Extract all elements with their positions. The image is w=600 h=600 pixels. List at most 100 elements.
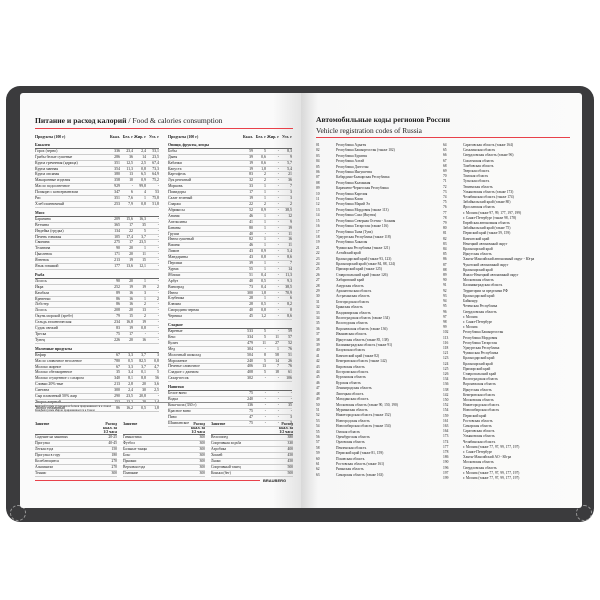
table-header: Продукты (100 г) Ккал. Бел. г Жир. г Угл. г [168,135,292,140]
activity-name: Аэробика [211,447,227,451]
table-row: Треска 75 17 - - [35,332,159,338]
region-code-row: 138 Иркутская область [443,388,571,393]
cell-value: 35 [116,370,120,375]
region-name: Красноярский край [463,247,493,252]
region-name: Краснодарский край (также 93, 123) [336,256,392,261]
cell-name: Ветчина [35,222,49,227]
region-code: 50 [316,402,320,407]
cell-value: 12,5 [126,160,133,165]
region-code-row: 113 Республика Мордовия [443,336,571,341]
region-name: Челябинская область [463,439,496,444]
region-name: Воронежская область (также 136) [336,326,388,331]
region-code: 199 [443,476,449,480]
table-row: Бобы 59 5 - 8,3 [168,149,292,155]
cell-value: 0,6 [261,160,266,165]
cell-value: - [264,391,266,396]
right-page [301,93,582,508]
region-code: 41 [316,353,320,358]
table-row: Сладкое с джемом 408 5 18 61 [168,370,292,377]
cell-value: 2 [157,296,159,301]
activity-group: Занятие Расход ккал. за 1/2 часа Сидение н… [35,422,117,477]
cell-value: - [277,178,279,183]
cell-value: 33 [249,184,253,189]
activity-name: Хоккей [211,453,223,457]
region-code-row: 31 Белгородская область [316,300,438,305]
cell-value: - [157,332,159,336]
region-code: 29 [316,288,320,293]
cell-name: Персики [168,261,183,266]
cell-name: Морковь [168,184,183,189]
region-code: 84 [443,247,447,252]
region-code-row: 40 Калужская область [316,348,438,353]
activity-kcal: 500 [287,471,293,475]
table-row: Лосось 90 20 1 - [35,279,159,285]
region-code: 102 [443,330,449,335]
table-row: Икра 252 19 19 2 [35,285,159,291]
table-row: Телятина 90 20 1 - [35,246,159,253]
region-name: Карачаево-Черкесская Республика [336,186,389,191]
cell-value: - [277,376,279,381]
region-code-row: 37 Ивановская область [316,332,438,337]
region-code-row: 63 Самарская область (также 163) [316,473,438,478]
region-code: 67 [443,158,447,163]
cell-value: - [277,237,279,242]
cell-value: 136 [247,402,253,407]
table-row: Капуста 19 1,8 - 5,4 [168,167,292,173]
region-name: Чувашская Республика [463,351,499,356]
activity-row: Коньки (бег) 500 [211,471,293,477]
cell-value: 5 [264,334,266,339]
cell-value: 1,8 [261,166,266,171]
region-code: 125 [443,366,449,371]
region-code: 49 [316,397,320,402]
region-name: Республика Ингушетия [336,170,372,175]
cell-value: 13 [142,308,146,313]
region-name: Республика Бурятия [336,153,367,158]
cell-value: 83 [249,172,253,177]
cell-name: Апельсины [168,219,187,224]
region-code-row: 124 Красноярский край [443,362,571,367]
region-name: Краснодарский край [463,356,495,361]
region-code-row: 24 Красноярский край (также 84, 88, 124) [316,262,438,267]
cell-value: 3 [144,290,146,295]
region-code-row: 29 Архангельская область [316,289,438,294]
region-code-row: 56 Оренбургская область [316,435,438,440]
region-code: 78 [443,215,447,220]
region-name: Тверская область [463,169,490,174]
cell-value: - [277,420,279,425]
region-code-row: 164 Саратовская область [443,429,571,434]
region-code: 161 [443,418,449,423]
region-code-row: 152 Нижегородская область [443,403,571,408]
note: Каждый грамм жиров приравнивается к 9 кк… [35,407,95,412]
cell-value: 16 [142,337,146,342]
region-name: Ульяновская область (также 173) [463,189,514,194]
table-row: Ананас 46 1 - 12 [168,214,292,220]
region-name: Ставропольский край (также 126) [336,272,388,277]
table-row: Сметана 300 2,4 30 2,5 [35,388,159,395]
cell-value: - [277,272,279,277]
activity-row: Футбол 300 [123,441,205,447]
cell-name: Печенье сливочное [168,364,200,369]
region-name: Республика Хакасия [336,240,368,245]
cell-value: - [277,329,279,333]
cell-name: Баранина [35,216,51,221]
region-code: 177 [443,444,449,449]
region-code: 76 [443,205,447,210]
cell-name: Смородина черная [168,308,199,313]
cell-value: - [277,296,279,301]
region-name: Забайкальский край (также 80) [463,200,511,205]
activity-row: Сидение на занятиях 20-25 [35,435,117,441]
region-code-row: 60 Псковская область [316,457,438,462]
region-name: Краснодарский край [463,293,495,298]
cell-name: Лосось [35,278,47,283]
cell-value: 340 [114,376,120,381]
cell-value: - [264,396,266,401]
cell-name: Капуста [168,166,182,171]
region-name: Амурская область [336,283,364,288]
cell-name: Лимон [168,249,180,254]
cell-value: 3,3 [128,364,133,369]
region-code-row: 79 Еврейская автономная область [443,221,571,226]
region-code: 36 [316,326,320,331]
cell-value: - [277,184,279,189]
cell-value: 4 [144,190,146,195]
activity-kcal: 300 [199,465,205,469]
